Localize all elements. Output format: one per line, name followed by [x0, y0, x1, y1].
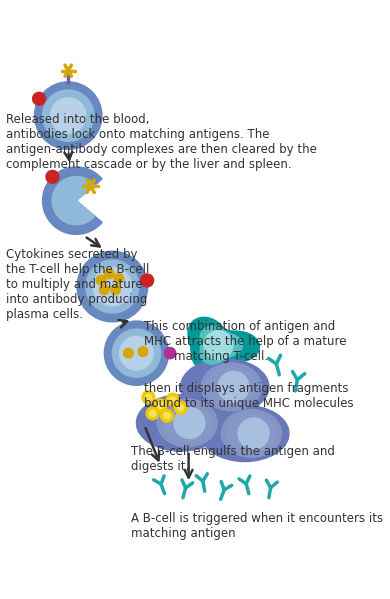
Text: This combination of antigen and
MHC attracts the help of a mature
        matchi: This combination of antigen and MHC attr… [144, 320, 346, 363]
Polygon shape [200, 326, 243, 364]
Circle shape [238, 418, 269, 449]
Circle shape [146, 407, 159, 420]
Wedge shape [43, 167, 102, 234]
Ellipse shape [237, 422, 266, 444]
Circle shape [46, 170, 59, 183]
Circle shape [164, 413, 170, 419]
Circle shape [120, 336, 153, 370]
Text: Cytokines secreted by
the T-cell help the B-cell
to multiply and mature
into ant: Cytokines secreted by the T-cell help th… [6, 248, 150, 320]
Circle shape [86, 260, 139, 313]
Ellipse shape [163, 403, 212, 443]
Circle shape [149, 410, 156, 416]
Circle shape [114, 274, 124, 283]
Ellipse shape [217, 376, 245, 398]
Circle shape [124, 349, 133, 358]
Circle shape [96, 276, 106, 285]
Ellipse shape [157, 399, 217, 447]
Circle shape [138, 347, 148, 356]
Ellipse shape [232, 418, 271, 449]
Text: The B-cell engulfs the antigen and
digests it,: The B-cell engulfs the antigen and diges… [131, 445, 335, 473]
Text: Released into the blood,
antibodies lock onto matching antigens. The
antigen-ant: Released into the blood, antibodies lock… [6, 113, 317, 171]
Circle shape [165, 347, 176, 359]
Ellipse shape [207, 367, 256, 407]
Circle shape [154, 399, 167, 412]
Ellipse shape [222, 410, 282, 457]
Circle shape [218, 371, 249, 403]
Ellipse shape [181, 359, 269, 415]
Circle shape [93, 267, 132, 306]
Circle shape [34, 82, 102, 149]
Circle shape [174, 401, 187, 414]
Circle shape [166, 394, 179, 406]
Circle shape [204, 331, 233, 359]
Ellipse shape [201, 363, 261, 411]
Ellipse shape [201, 406, 289, 461]
Ellipse shape [227, 414, 276, 453]
Circle shape [174, 407, 205, 438]
Circle shape [141, 274, 154, 287]
Circle shape [51, 98, 86, 133]
Ellipse shape [168, 407, 207, 438]
Circle shape [77, 251, 148, 322]
Circle shape [43, 90, 94, 141]
Text: A B-cell is triggered when it encounters its
matching antigen: A B-cell is triggered when it encounters… [131, 512, 384, 540]
Ellipse shape [136, 395, 225, 451]
Circle shape [169, 397, 176, 403]
Circle shape [105, 321, 168, 385]
Circle shape [105, 269, 114, 279]
Circle shape [99, 285, 109, 295]
Circle shape [142, 391, 155, 404]
Circle shape [157, 402, 164, 409]
Ellipse shape [212, 371, 251, 403]
Text: then it displays antigen fragments
bound to its unique MHC molecules: then it displays antigen fragments bound… [144, 382, 354, 410]
Circle shape [112, 329, 161, 377]
Ellipse shape [173, 412, 201, 434]
Polygon shape [188, 317, 259, 370]
Circle shape [177, 404, 184, 411]
Wedge shape [52, 177, 95, 225]
Circle shape [161, 409, 174, 422]
Circle shape [111, 285, 121, 295]
Circle shape [33, 92, 46, 105]
Circle shape [145, 394, 152, 401]
